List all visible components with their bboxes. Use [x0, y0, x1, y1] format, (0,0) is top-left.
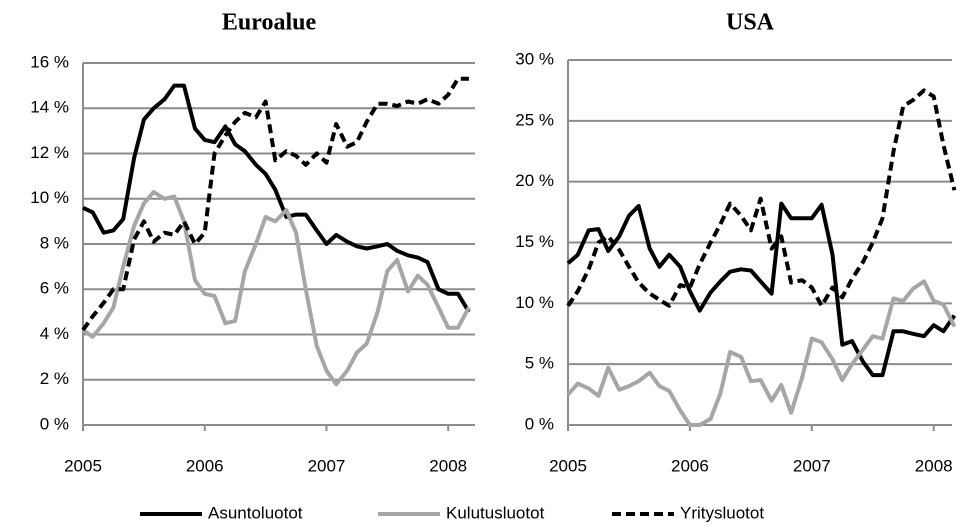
series-line — [82, 83, 471, 313]
x-tick-label: 2005 — [549, 456, 587, 475]
y-tick-label: 12 % — [30, 143, 69, 162]
chart-title: Euroalue — [222, 10, 317, 36]
series-line — [566, 88, 957, 308]
legend-label: Asuntoluotot — [208, 503, 303, 522]
legend-label: Yritysluotot — [680, 503, 764, 522]
legend-label: Kulutusluotot — [446, 503, 545, 522]
series-line — [566, 201, 957, 378]
y-tick-label: 5 % — [525, 354, 554, 373]
series-line — [81, 190, 471, 387]
y-tick-label: 0 % — [40, 414, 69, 433]
x-tick-label: 2007 — [793, 456, 831, 475]
y-tick-label: 30 % — [515, 49, 554, 68]
y-tick-label: 20 % — [515, 171, 554, 190]
x-tick-label: 2006 — [186, 456, 224, 475]
y-tick-label: 15 % — [515, 232, 554, 251]
y-tick-label: 25 % — [515, 110, 554, 129]
y-tick-label: 6 % — [40, 279, 69, 298]
chart-title: USA — [726, 10, 775, 36]
y-tick-label: 16 % — [30, 52, 69, 71]
x-tick-label: 2005 — [64, 456, 102, 475]
x-tick-label: 2007 — [308, 456, 346, 475]
series-line — [81, 76, 469, 332]
y-tick-label: 8 % — [40, 233, 69, 252]
x-tick-label: 2006 — [671, 456, 709, 475]
y-tick-label: 10 % — [515, 293, 554, 312]
series-line — [566, 279, 957, 427]
y-tick-label: 0 % — [525, 414, 554, 433]
x-tick-label: 2008 — [429, 456, 467, 475]
y-tick-label: 14 % — [30, 98, 69, 117]
x-tick-label: 2008 — [915, 456, 953, 475]
y-tick-label: 10 % — [30, 188, 69, 207]
y-tick-label: 2 % — [40, 369, 69, 388]
y-tick-label: 4 % — [40, 324, 69, 343]
